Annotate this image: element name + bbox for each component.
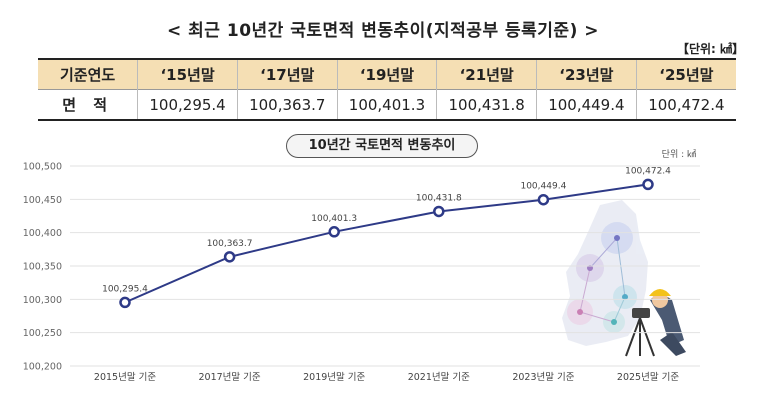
table-header-year: ‘23년말 [536,58,637,90]
x-tick-label: 2021년말 기준 [408,371,470,383]
table-header-year: ‘25년말 [635,58,736,90]
data-label: 100,363.7 [207,239,253,249]
y-tick-label: 100,450 [23,195,62,206]
table-header-year: ‘19년말 [336,58,438,90]
data-label: 100,449.4 [520,182,566,192]
table-row-label: 면 적 [38,89,139,121]
x-axis-ticks: 2015년말 기준 2017년말 기준 2019년말 기준 2021년말 기준 2023… [94,371,679,383]
series-line [124,183,649,304]
data-label: 100,295.4 [102,284,148,294]
data-label: 100,472.4 [625,166,671,176]
table-row: 면 적 100,295.4 100,363.7 100,401.3 100,43… [38,89,736,121]
x-tick-label: 2019년말 기준 [303,371,365,383]
unit-label: 【단위: ㎢】 [676,42,744,56]
table-header-year: ‘15년말 [137,58,238,90]
chart-series [119,178,654,309]
data-point [642,178,654,191]
korea-map-illustration [562,200,648,346]
table-cell-area: 100,401.3 [336,89,438,121]
x-tick-label: 2023년말 기준 [512,371,574,383]
data-label: 100,431.8 [416,193,462,203]
page-title: < 최근 10년간 국토면적 변동추이(지적공부 등록기준) > [167,21,599,41]
data-point [119,296,131,309]
y-tick-label: 100,500 [23,162,62,173]
table-cell-area: 100,295.4 [137,89,238,121]
table-header-label: 기준연도 [38,58,139,90]
x-tick-label: 2015년말 기준 [94,371,156,383]
chart-gridlines [70,165,700,367]
y-tick-label: 100,250 [23,328,62,339]
table-cell-area: 100,449.4 [536,89,637,121]
y-tick-label: 100,400 [23,228,62,239]
table-header-year: ‘17년말 [236,58,338,90]
data-point [433,205,445,218]
surveyor-illustration [625,289,686,357]
table-header-row: 기준연도 ‘15년말 ‘17년말 ‘19년말 ‘21년말 ‘23년말 ‘25년말 [38,58,736,90]
table-cell-area: 100,472.4 [635,89,736,121]
table-header-year: ‘21년말 [436,58,538,90]
x-tick-label: 2017년말 기준 [199,371,261,383]
y-tick-label: 100,350 [23,262,62,273]
data-point [537,193,550,206]
chart-title: 10년간 국토면적 변동추이 [286,134,478,158]
y-axis-ticks: 100,200 100,250 100,300 100,350 100,400 100,4… [23,162,62,373]
y-tick-label: 100,200 [23,362,62,373]
data-label: 100,401.3 [311,214,357,224]
data-point [223,251,236,263]
chart-data-labels: 100,295.4 100,363.7 100,401.3 100,431.8 100,… [102,166,671,294]
y-tick-label: 100,300 [23,295,62,306]
table-cell-area: 100,363.7 [236,89,338,121]
x-tick-label: 2025년말 기준 [617,371,679,383]
area-summary-table: 기준연도 ‘15년말 ‘17년말 ‘19년말 ‘21년말 ‘23년말 ‘25년말… [38,58,736,121]
chart-unit-label: 단위 : ㎢ [661,150,696,160]
data-point [328,226,340,238]
